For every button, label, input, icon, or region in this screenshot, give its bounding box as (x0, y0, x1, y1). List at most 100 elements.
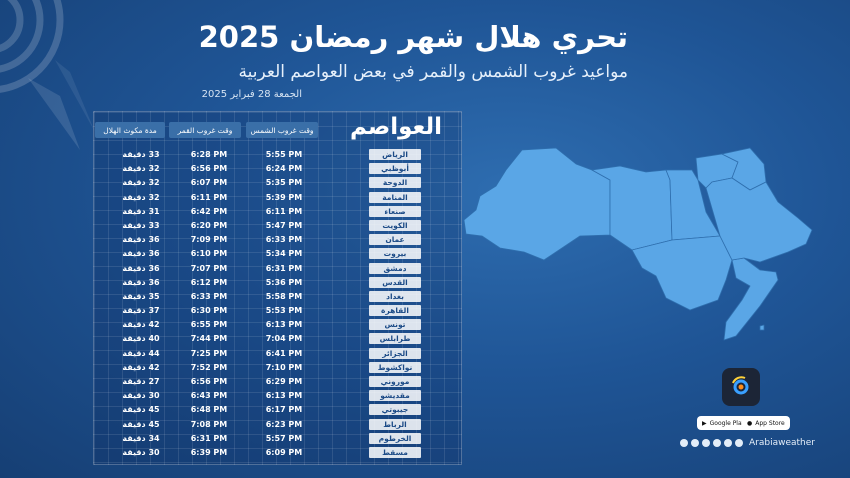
duration-cell: 40 دقيقة (122, 334, 160, 344)
capitals-table: 33 دقيقة 6:28 PM 5:55 PM الرياض 32 دقيقة 6:56… (93, 148, 460, 460)
youtube-icon[interactable] (713, 439, 721, 447)
arab-world-map (463, 147, 813, 341)
sunset-cell: 5:36 PM (265, 277, 303, 287)
table-row: 36 دقيقة 7:09 PM 6:33 PM عمان (93, 233, 460, 247)
sunset-cell: 6:29 PM (265, 377, 303, 386)
table-row: 30 دقيقة 6:43 PM 6:13 PM مقديشو (93, 389, 460, 403)
table-row: 42 دقيقة 6:55 PM 6:13 PM تونس (93, 318, 460, 332)
signal-rings-decoration (0, 0, 95, 150)
city-cell: طرابلس (369, 333, 421, 345)
map-region-egypt (665, 169, 721, 241)
moonset-cell: 6:39 PM (190, 447, 228, 457)
twitter-icon[interactable] (680, 439, 688, 447)
city-cell: المنامة (369, 191, 421, 203)
sunset-cell: 5:39 PM (265, 192, 303, 202)
sunset-cell: 5:47 PM (265, 220, 303, 230)
app-store-button[interactable]: ● App Store (742, 416, 790, 430)
duration-cell: 45 دقيقة (122, 405, 160, 415)
duration-cell: 34 دقيقة (122, 433, 160, 443)
city-cell: بيروت (369, 248, 421, 260)
sunset-cell: 5:57 PM (265, 433, 303, 443)
table-row: 36 دقيقة 7:07 PM 6:31 PM دمشق (93, 262, 460, 276)
city-cell: الكويت (369, 219, 421, 231)
duration-cell: 37 دقيقة (122, 306, 160, 316)
duration-cell: 32 دقيقة (122, 192, 160, 202)
sunset-cell: 5:35 PM (265, 178, 303, 188)
arabiaweather-app-icon[interactable] (722, 368, 760, 406)
city-cell: تونس (369, 319, 421, 331)
map-region-arabian-peninsula (705, 177, 813, 263)
moonset-cell: 6:31 PM (190, 433, 228, 443)
moonset-cell: 6:10 PM (190, 249, 228, 259)
sunset-cell: 6:13 PM (265, 391, 303, 401)
sunset-cell: 6:23 PM (265, 419, 303, 429)
table-row: 40 دقيقة 7:44 PM 7:04 PM طرابلس (93, 332, 460, 346)
table-row: 27 دقيقة 6:56 PM 6:29 PM موروني (93, 375, 460, 389)
table-row: 45 دقيقة 6:48 PM 6:17 PM جيبوتي (93, 403, 460, 417)
table-row: 42 دقيقة 7:52 PM 7:10 PM نواكشوط (93, 361, 460, 375)
whatsapp-icon[interactable] (735, 439, 743, 447)
page-title: تحري هلال شهر رمضان 2025 (198, 20, 628, 54)
city-cell: مقديشو (369, 390, 421, 402)
sunset-cell: 6:41 PM (265, 348, 303, 358)
table-row: 36 دقيقة 6:12 PM 5:36 PM القدس (93, 276, 460, 290)
sunset-cell: 5:53 PM (265, 306, 303, 316)
city-cell: القدس (369, 276, 421, 288)
city-cell: مسقط (369, 446, 421, 458)
google-play-button[interactable]: ▶ Google Play (697, 416, 751, 430)
app-store-label: App Store (755, 419, 785, 427)
table-row: 35 دقيقة 6:33 PM 5:58 PM بغداد (93, 290, 460, 304)
moonset-cell: 6:12 PM (190, 277, 228, 287)
city-cell: دمشق (369, 262, 421, 274)
moonset-cell: 6:30 PM (190, 306, 228, 316)
header-moonset: وقت غروب القمر (169, 122, 241, 138)
map-region-somalia (723, 257, 779, 341)
moonset-cell: 7:44 PM (190, 334, 228, 344)
app-logo-icon (732, 376, 749, 395)
google-play-icon: ▶ (702, 419, 707, 427)
page-subtitle: مواعيد غروب الشمس والقمر في بعض العواصم … (238, 62, 628, 82)
map-region-comoros (759, 324, 765, 331)
moonset-cell: 6:42 PM (190, 206, 228, 216)
duration-cell: 33 دقيقة (122, 150, 160, 159)
moonset-cell: 6:48 PM (190, 405, 228, 415)
facebook-icon[interactable] (691, 439, 699, 447)
duration-cell: 36 دقيقة (122, 249, 160, 259)
table-row: 45 دقيقة 7:08 PM 6:23 PM الرباط (93, 418, 460, 432)
duration-cell: 42 دقيقة (122, 320, 160, 330)
brand-name: Arabiaweather (749, 438, 815, 448)
sunset-cell: 5:55 PM (265, 150, 303, 159)
table-row: 34 دقيقة 6:31 PM 5:57 PM الخرطوم (93, 432, 460, 446)
sunset-cell: 7:04 PM (265, 334, 303, 344)
table-row: 37 دقيقة 6:30 PM 5:53 PM القاهرة (93, 304, 460, 318)
duration-cell: 36 دقيقة (122, 263, 160, 273)
sunset-cell: 7:10 PM (265, 362, 303, 372)
table-row: 32 دقيقة 6:11 PM 5:39 PM المنامة (93, 191, 460, 205)
table-row: 33 دقيقة 6:28 PM 5:55 PM الرياض (93, 148, 460, 162)
social-links: Arabiaweather (680, 438, 815, 448)
instagram-icon[interactable] (702, 439, 710, 447)
city-cell: عمان (369, 234, 421, 246)
moonset-cell: 7:09 PM (190, 235, 228, 245)
map-region-sudan (631, 235, 733, 311)
duration-cell: 32 دقيقة (122, 178, 160, 188)
duration-cell: 36 دقيقة (122, 235, 160, 245)
google-play-label: Google Play (709, 419, 746, 427)
moonset-cell: 6:56 PM (190, 164, 228, 174)
sunset-cell: 6:24 PM (265, 164, 303, 174)
moonset-cell: 7:25 PM (190, 348, 228, 358)
table-title: العواصم (349, 114, 443, 140)
duration-cell: 36 دقيقة (122, 277, 160, 287)
sunset-cell: 6:33 PM (265, 235, 303, 245)
table-row: 36 دقيقة 6:10 PM 5:34 PM بيروت (93, 247, 460, 261)
moonset-cell: 6:43 PM (190, 391, 228, 401)
city-cell: جيبوتي (369, 404, 421, 416)
header-duration: مدة مكوث الهلال (95, 122, 165, 138)
table-row: 32 دقيقة 6:56 PM 6:24 PM أبوظبي (93, 162, 460, 176)
duration-cell: 30 دقيقة (122, 447, 160, 457)
moonset-cell: 6:28 PM (190, 150, 228, 159)
tiktok-icon[interactable] (724, 439, 732, 447)
sunset-cell: 6:09 PM (265, 447, 303, 457)
table-row: 44 دقيقة 7:25 PM 6:41 PM الجزائر (93, 347, 460, 361)
